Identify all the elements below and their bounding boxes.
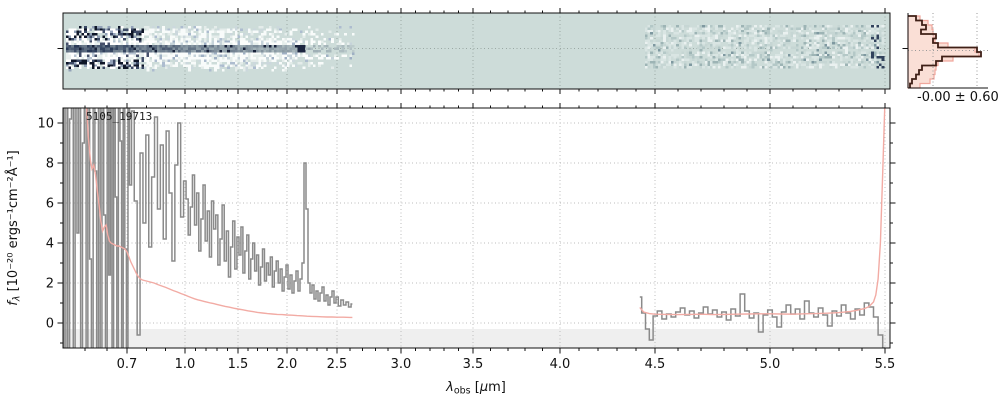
x-tick-label: 3.0 — [391, 357, 412, 372]
y-tick-label: 0 — [46, 317, 54, 332]
x-tick-label: 4.5 — [645, 357, 666, 372]
x-tick-label: 2.5 — [327, 357, 348, 372]
2d-border — [62, 12, 891, 90]
x-tick-label: 2.0 — [277, 357, 298, 372]
x-tick-label: 5.0 — [760, 357, 781, 372]
histogram-data-steps — [908, 15, 982, 88]
y-tick-label: 8 — [46, 157, 54, 172]
model-continuum-line — [85, 108, 353, 319]
spectrum-1d-panel: 0.7 1.0 1.5 2.0 2.5 3.0 3.5 4.0 4.5 5.0 5.5 0 2 4 6 8 10 — [37, 103, 896, 373]
2d-noise-texture — [66, 25, 885, 72]
y-tick-label: 6 — [46, 197, 54, 212]
x-tick-label: 1.0 — [175, 357, 196, 372]
y-tick-label: 2 — [46, 277, 54, 292]
y-tick-label: 10 — [37, 117, 54, 132]
main-gridlines — [63, 108, 890, 348]
below-zero-band — [63, 329, 890, 348]
y-tick-label: 4 — [46, 237, 54, 252]
x-tick-label: 5.5 — [875, 357, 896, 372]
model-continuum-line — [639, 108, 886, 316]
main-border — [62, 107, 891, 349]
histogram-spines — [902, 13, 988, 89]
2d-ticks — [57, 8, 886, 94]
main-ticks — [57, 103, 896, 354]
x-tick-label: 3.5 — [463, 357, 484, 372]
spectrum-2d-panel — [57, 8, 891, 94]
observed-spectrum-line — [63, 108, 353, 348]
object-id-label: 5105_19713 — [86, 110, 152, 123]
y-axis-label: fλ [10⁻²⁰ ergs⁻¹cm⁻²Å⁻¹] — [5, 150, 23, 306]
x-tick-label: 0.7 — [117, 357, 138, 372]
x-tick-label: 4.0 — [550, 357, 571, 372]
histogram-dotted-lines — [908, 13, 988, 88]
observed-spectrum-line — [639, 293, 885, 348]
residual-histogram-panel — [902, 13, 988, 89]
series-lines — [63, 108, 886, 348]
x-axis-label: λobs [μm] — [445, 380, 506, 397]
tick-labels: 0.7 1.0 1.5 2.0 2.5 3.0 3.5 4.0 4.5 5.0 5.5 0 2 4 6 8 10 — [37, 117, 895, 373]
histogram-stats-label: -0.00 ± 0.60 — [917, 90, 999, 105]
x-tick-label: 1.5 — [228, 357, 249, 372]
